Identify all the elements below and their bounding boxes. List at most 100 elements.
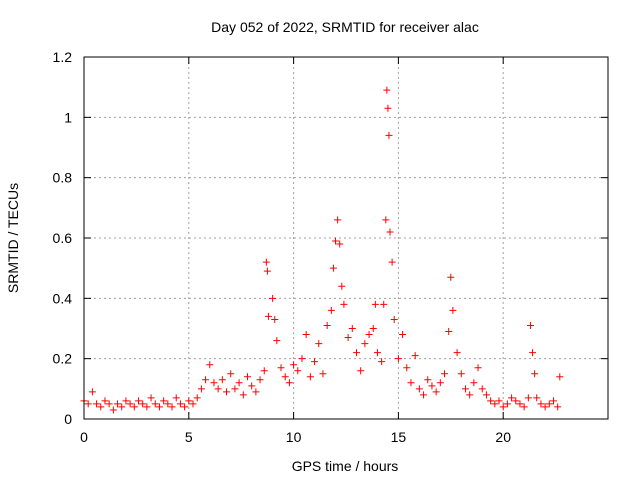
data-point	[348, 325, 356, 332]
gridlines	[84, 57, 608, 419]
data-point	[155, 403, 163, 411]
data-point	[516, 400, 524, 408]
data-point	[478, 385, 486, 393]
data-point	[193, 394, 201, 402]
data-point	[189, 400, 197, 408]
data-point	[151, 400, 159, 408]
data-point	[298, 355, 306, 363]
data-point	[390, 315, 398, 323]
data-point	[206, 361, 214, 369]
data-point	[97, 403, 105, 411]
data-point	[197, 385, 205, 393]
data-point	[332, 237, 340, 245]
data-point	[445, 328, 453, 336]
y-tick-label: 1	[64, 109, 72, 125]
data-point	[503, 400, 511, 408]
y-tick-label: 1.2	[53, 49, 73, 65]
data-point	[385, 131, 393, 139]
data-point	[109, 406, 117, 414]
data-point	[508, 394, 516, 402]
data-point	[223, 388, 231, 396]
data-point	[556, 373, 564, 381]
data-point	[134, 397, 142, 405]
data-point	[147, 394, 155, 402]
data-point	[524, 394, 532, 402]
y-tick-label: 0.8	[53, 170, 73, 186]
x-tick-label: 0	[80, 429, 88, 445]
data-point	[420, 391, 428, 399]
data-point	[428, 382, 436, 390]
data-point	[554, 403, 562, 411]
axis-ticks: 0 0.2 0.4 0.6 0.8 1 1.2 0 5 10 15 20	[53, 49, 608, 445]
data-point	[526, 321, 534, 329]
data-point	[269, 294, 277, 302]
data-point	[263, 267, 271, 275]
data-point	[336, 240, 344, 248]
data-point	[93, 400, 101, 408]
data-point	[262, 258, 270, 266]
data-point	[202, 376, 210, 384]
data-point	[545, 400, 553, 408]
data-point	[432, 388, 440, 396]
data-point	[537, 400, 545, 408]
data-point	[384, 104, 392, 112]
data-point	[411, 352, 419, 360]
data-point	[531, 370, 539, 378]
data-point	[457, 370, 465, 378]
data-point	[466, 391, 474, 399]
data-point	[541, 403, 549, 411]
data-point	[143, 403, 151, 411]
data-point	[164, 400, 172, 408]
data-point	[386, 228, 394, 236]
data-point	[315, 340, 323, 348]
data-point	[529, 349, 537, 357]
data-point	[160, 397, 168, 405]
data-points	[80, 86, 564, 414]
data-point	[243, 373, 251, 381]
chart-title: Day 052 of 2022, SRMTID for receiver ala…	[211, 19, 479, 35]
data-point	[361, 340, 369, 348]
data-point	[181, 403, 189, 411]
data-point	[323, 321, 331, 329]
data-point	[172, 394, 180, 402]
data-point	[126, 400, 134, 408]
x-tick-label: 10	[286, 429, 302, 445]
data-point	[365, 331, 373, 339]
data-point	[277, 364, 285, 372]
data-point	[185, 397, 193, 405]
data-point	[470, 379, 478, 387]
data-point	[306, 373, 314, 381]
data-point	[327, 306, 335, 314]
data-point	[84, 400, 92, 408]
data-point	[399, 331, 407, 339]
data-point	[499, 403, 507, 411]
data-point	[271, 315, 279, 323]
data-point	[424, 376, 432, 384]
data-point	[394, 355, 402, 363]
y-tick-label: 0.4	[53, 290, 73, 306]
data-point	[256, 376, 264, 384]
data-point	[334, 216, 342, 224]
data-point	[264, 312, 272, 320]
data-point	[550, 397, 558, 405]
data-point	[302, 331, 310, 339]
data-point	[461, 385, 469, 393]
data-point	[105, 400, 113, 408]
data-point	[403, 364, 411, 372]
data-point	[88, 388, 96, 396]
data-point	[441, 370, 449, 378]
y-tick-label: 0	[64, 411, 72, 427]
data-point	[340, 300, 348, 308]
data-point	[378, 358, 386, 366]
data-point	[252, 388, 260, 396]
data-point	[453, 349, 461, 357]
data-point	[248, 382, 256, 390]
x-tick-label: 5	[185, 429, 193, 445]
data-point	[235, 379, 243, 387]
data-point	[139, 400, 147, 408]
data-point	[487, 397, 495, 405]
data-point	[373, 349, 381, 357]
data-point	[231, 385, 239, 393]
data-point	[344, 334, 352, 342]
